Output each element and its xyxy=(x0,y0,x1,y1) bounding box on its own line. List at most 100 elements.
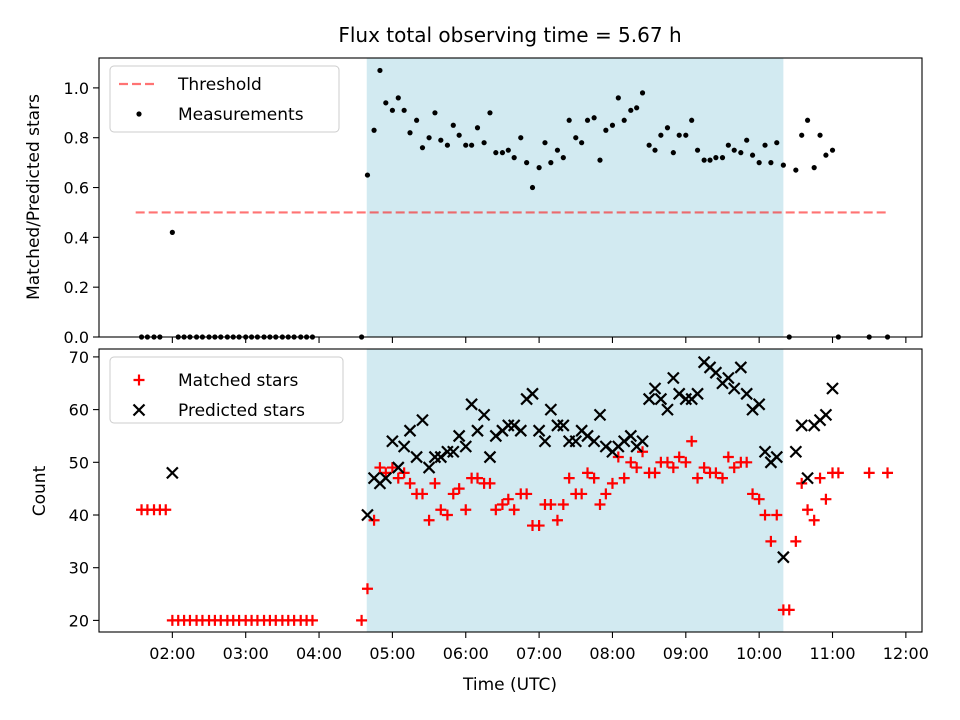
matched-star-point xyxy=(783,604,795,616)
matched-star-point xyxy=(588,472,600,484)
matched-star-point xyxy=(460,504,472,516)
legend-predicted-label: Predicted stars xyxy=(178,401,305,421)
predicted-star-point xyxy=(452,429,466,443)
matched-star-point xyxy=(368,514,380,526)
matched-star-point xyxy=(392,472,404,484)
measurement-point xyxy=(799,132,805,138)
matched-star-point xyxy=(386,462,398,474)
measurement-point xyxy=(450,122,456,128)
predicted-star-point xyxy=(386,434,399,448)
measurement-point xyxy=(744,137,750,143)
count-panel: 20 30 40 50 60 70 02:00 03:00 04:00 05:00 06:00 07:… xyxy=(69,348,929,663)
measurement-point xyxy=(768,160,774,166)
measurement-point xyxy=(463,142,469,148)
measurement-point xyxy=(652,147,658,153)
measurement-point xyxy=(383,100,389,106)
legend-predicted-swatch xyxy=(132,403,146,417)
measurement-point xyxy=(774,140,780,146)
predicted-star-point xyxy=(819,408,833,422)
matched-star-point xyxy=(637,446,649,458)
predicted-star-point xyxy=(642,392,656,406)
measurement-point xyxy=(487,110,493,116)
measurement-point xyxy=(694,147,701,153)
predicted-star-point xyxy=(661,403,674,416)
measurement-point xyxy=(364,172,371,178)
measurement-point xyxy=(169,229,175,235)
y-tick-label: 20 xyxy=(69,611,89,630)
predicted-star-point xyxy=(654,392,668,406)
predicted-star-point xyxy=(667,371,680,385)
matched-star-point xyxy=(832,467,844,479)
observing-window-shade xyxy=(366,58,784,337)
measurement-point xyxy=(829,147,836,153)
y-tick-label: 0.2 xyxy=(64,278,89,297)
legend-box xyxy=(109,356,344,424)
measurement-point xyxy=(456,132,462,138)
chart-title: Flux total observing time = 5.67 h xyxy=(338,23,681,47)
matched-star-point xyxy=(759,509,771,521)
matched-star-point xyxy=(771,509,783,521)
measurement-point xyxy=(474,125,481,131)
measurement-point xyxy=(419,145,426,151)
matched-star-point xyxy=(416,488,428,500)
matched-star-point xyxy=(361,583,373,595)
matched-star-point xyxy=(710,467,722,479)
predicted-star-point xyxy=(758,445,772,459)
measurement-point xyxy=(634,105,640,111)
predicted-star-point xyxy=(648,382,662,395)
x-tick-label: 05:00 xyxy=(369,644,415,663)
predicted-star-point xyxy=(777,550,790,564)
x-tick-label: 09:00 xyxy=(663,644,709,663)
measurement-point xyxy=(481,140,487,146)
top-axes-frame xyxy=(98,57,923,338)
measurement-point xyxy=(689,117,695,123)
x-tick-label: 11:00 xyxy=(809,644,855,663)
matched-star-point xyxy=(453,483,465,495)
bot-axes-frame xyxy=(98,348,923,633)
y-tick-label: 70 xyxy=(69,348,89,367)
matched-star-point xyxy=(631,462,643,474)
matched-star-point xyxy=(374,462,386,474)
matched-star-point xyxy=(600,488,612,500)
predicted-star-point xyxy=(789,445,803,459)
measurement-point xyxy=(713,155,719,161)
y-tick-label: 1.0 xyxy=(64,79,89,98)
x-tick-label: 10:00 xyxy=(736,644,782,663)
matched-star-point xyxy=(728,462,740,474)
measurement-point xyxy=(529,184,536,191)
matched-star-point xyxy=(398,467,410,479)
measurement-point xyxy=(554,147,561,153)
predicted-star-point xyxy=(593,408,607,422)
predicted-star-point xyxy=(752,398,766,411)
measurement-point xyxy=(597,157,603,163)
predicted-star-point xyxy=(587,434,601,448)
y-tick-label: 0.8 xyxy=(64,129,89,148)
matched-star-point xyxy=(661,456,673,468)
predicted-star-point xyxy=(471,424,484,437)
measurement-point xyxy=(823,152,829,158)
predicted-star-point xyxy=(477,408,491,422)
predicted-star-point xyxy=(801,471,814,485)
measurement-point xyxy=(780,162,786,168)
matched-star-point xyxy=(521,488,533,500)
matched-star-point xyxy=(673,451,685,463)
predicted-star-point xyxy=(410,450,423,464)
predicted-star-point xyxy=(569,434,583,448)
measurement-point xyxy=(639,90,646,96)
matched-star-point xyxy=(490,504,502,516)
matched-star-point xyxy=(606,477,618,489)
matched-star-point xyxy=(680,456,692,468)
measurement-point xyxy=(407,130,413,136)
y-tick-label: 30 xyxy=(69,559,89,578)
measurement-point xyxy=(548,160,554,166)
matched-star-point xyxy=(863,467,875,479)
predicted-star-point xyxy=(416,413,429,427)
measurement-point xyxy=(725,142,731,148)
matched-star-point xyxy=(882,467,894,479)
matched-star-point xyxy=(484,477,496,489)
matched-star-point xyxy=(814,472,826,484)
matched-star-point xyxy=(808,514,820,526)
predicted-star-point xyxy=(379,471,393,485)
matched-star-point xyxy=(698,462,710,474)
measurement-point xyxy=(414,117,420,123)
